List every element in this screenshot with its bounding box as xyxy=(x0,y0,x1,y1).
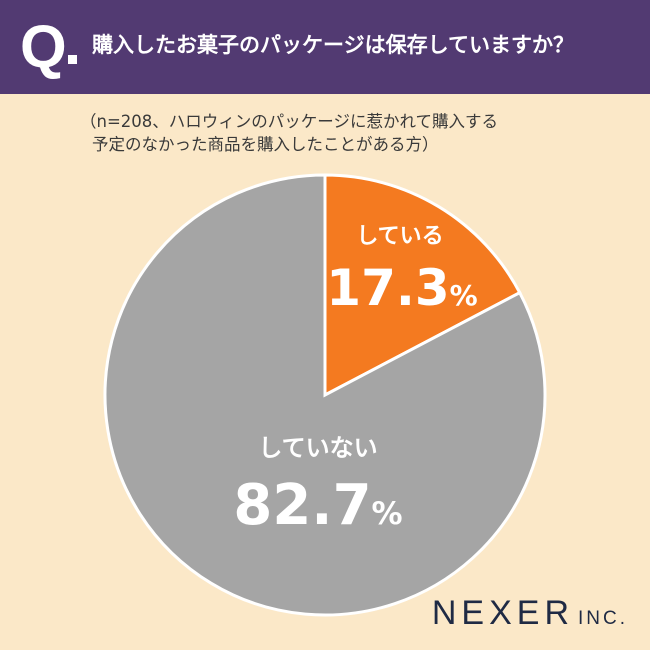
percent-sign: % xyxy=(450,279,478,312)
sample-note-line-2: 予定のなかった商品を購入したことがある方） xyxy=(92,135,439,154)
sample-note-line-1: （n=208、ハロウィンのパッケージに惹かれて購入する xyxy=(80,112,498,131)
question-text: 購入したお菓子のパッケージは保存していますか？ xyxy=(92,33,574,57)
pie-slice-2 xyxy=(103,173,547,617)
sample-note: （n=208、ハロウィンのパッケージに惹かれて購入する 予定のなかった商品を購入… xyxy=(80,110,620,156)
pie-slice-1 xyxy=(323,173,522,398)
slice-label-2: していない xyxy=(258,434,377,462)
logo-name: NEXER xyxy=(431,594,574,632)
nexer-logo: NEXER INC. xyxy=(432,594,628,633)
q-dot-icon xyxy=(68,55,77,64)
percent-sign: % xyxy=(372,496,403,532)
slice-value-1: 17.3% xyxy=(326,259,477,317)
logo-suffix: INC. xyxy=(578,608,628,629)
q-icon: Q xyxy=(20,13,67,80)
question-header: Q 購入したお菓子のパッケージは保存していますか？ xyxy=(0,0,650,94)
slice-label-1: している xyxy=(356,224,443,249)
